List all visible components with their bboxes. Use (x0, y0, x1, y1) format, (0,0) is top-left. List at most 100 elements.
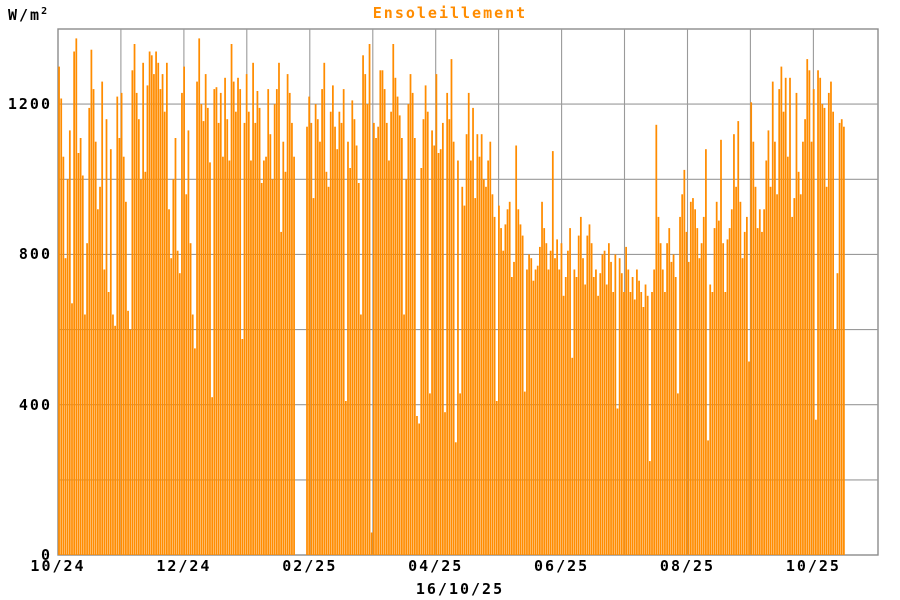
bar (183, 66, 185, 555)
bar (258, 107, 261, 556)
bar (715, 201, 718, 556)
bar (836, 273, 839, 555)
bar (325, 171, 328, 556)
bar (206, 107, 209, 556)
chart-title: Ensoleillement (372, 4, 528, 22)
bar (784, 77, 787, 556)
bar (687, 261, 690, 555)
bar (137, 119, 140, 555)
bar (174, 138, 177, 555)
bar (191, 314, 194, 555)
bar (340, 122, 343, 556)
bar (603, 250, 606, 555)
bar (567, 250, 569, 555)
bar (495, 401, 498, 555)
bar (211, 397, 214, 555)
bar (198, 38, 201, 555)
bar (526, 269, 528, 555)
y-tick-label: 800 (18, 245, 52, 264)
bar (814, 419, 817, 555)
bar (144, 171, 147, 556)
bar (286, 74, 289, 555)
bar (508, 201, 511, 556)
bar (250, 160, 252, 555)
bar (633, 299, 636, 555)
bar (64, 258, 67, 555)
bar (780, 66, 783, 555)
bar (71, 303, 73, 555)
bar (825, 186, 828, 556)
bar (463, 205, 466, 555)
bar (758, 209, 761, 556)
bar (843, 126, 845, 555)
bar (700, 243, 703, 555)
bar (739, 201, 742, 556)
bar (275, 89, 278, 555)
bar (737, 121, 740, 555)
bar (454, 442, 457, 555)
bar (545, 243, 548, 555)
bar (513, 261, 515, 555)
bar (689, 201, 692, 556)
bar (332, 85, 334, 556)
bar (500, 228, 502, 555)
bar (84, 314, 86, 555)
x-tick-label: 04/25 (408, 557, 464, 575)
bar (532, 280, 535, 555)
bar (467, 92, 470, 556)
bar (599, 273, 602, 555)
bar (668, 228, 671, 555)
bar (165, 62, 168, 556)
bar (627, 269, 630, 555)
bar (420, 168, 423, 555)
bar (271, 179, 274, 556)
bar (482, 179, 485, 556)
bar (202, 121, 205, 555)
bar (194, 348, 196, 555)
bar (232, 81, 235, 555)
bar (730, 209, 733, 556)
bar (717, 220, 720, 555)
bar (502, 250, 505, 555)
bar (457, 160, 459, 555)
bar (569, 228, 571, 555)
bar (312, 198, 315, 555)
bar (58, 66, 60, 555)
bar (677, 393, 679, 555)
bar (530, 258, 533, 555)
bar (444, 412, 446, 555)
bar (310, 122, 313, 556)
bar (840, 119, 843, 555)
bar (409, 74, 412, 555)
bar (696, 228, 699, 555)
bar (96, 209, 99, 556)
bar (539, 246, 541, 555)
bar (256, 91, 259, 555)
bar (694, 209, 696, 556)
bar (308, 96, 311, 555)
bar (776, 194, 778, 556)
bar (86, 243, 88, 555)
bar (127, 310, 129, 555)
bar (549, 250, 552, 555)
bar (435, 74, 438, 555)
bar (832, 111, 834, 555)
bar (558, 269, 561, 555)
bar (774, 141, 776, 555)
bar (282, 141, 285, 555)
bar (789, 77, 791, 556)
bar (584, 284, 587, 555)
bar (176, 250, 179, 555)
bar (761, 231, 763, 555)
bar (472, 107, 474, 556)
bar (168, 209, 170, 556)
bar (752, 141, 755, 555)
bar (269, 134, 272, 555)
bar (817, 70, 819, 556)
bar (129, 329, 132, 555)
bar (241, 339, 244, 555)
bar (228, 160, 231, 555)
bar (636, 269, 638, 555)
bar (541, 201, 543, 556)
bar (90, 49, 93, 555)
